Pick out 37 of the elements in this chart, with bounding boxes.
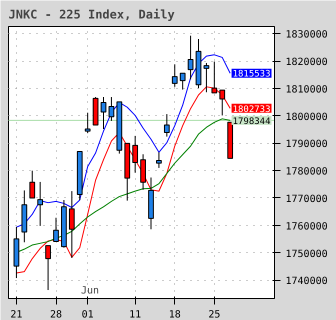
chart-title: JNKC - 225 Index, Daily	[8, 8, 175, 22]
y-tick-label: 1790000	[286, 139, 328, 150]
candlestick	[29, 170, 36, 198]
x-tick-label: 11	[129, 310, 142, 320]
candlestick	[204, 62, 210, 93]
y-tick-label: 1750000	[286, 248, 328, 260]
x-tick-label: 28	[50, 310, 62, 320]
candlestick	[219, 90, 226, 116]
candlestick	[68, 190, 75, 258]
data-label: 1815533	[232, 70, 271, 80]
candlestick	[140, 154, 146, 190]
y-tick-label: 1770000	[286, 194, 328, 205]
y-tick-label: 1740000	[286, 276, 328, 288]
y-tick-label: 1760000	[286, 221, 328, 232]
candlestick	[188, 35, 194, 80]
candlestick	[132, 135, 138, 174]
x-tick-label: 18	[168, 310, 181, 320]
y-tick-label: 1810000	[286, 84, 328, 96]
candlestick	[164, 114, 170, 138]
x-tick-label: 01	[82, 310, 94, 320]
candlestick	[100, 96, 106, 130]
candlestick	[53, 217, 59, 242]
annotation: Jun	[80, 286, 100, 296]
y-tick-label: 1800000	[286, 112, 328, 123]
candlestick	[37, 181, 44, 226]
x-tick-label: 21	[10, 310, 22, 320]
y-tick-label: 1830000	[286, 30, 328, 41]
data-label: 1802733	[232, 104, 271, 115]
data-label: 1798344	[232, 116, 271, 127]
candlestick	[108, 96, 114, 122]
candlestick	[84, 112, 91, 134]
candlestick	[172, 64, 178, 88]
y-tick-label: 1820000	[286, 57, 328, 68]
candlestick	[180, 72, 186, 90]
candlestick	[156, 152, 162, 168]
y-tick-label: 1780000	[286, 166, 328, 178]
x-tick-label: 25	[208, 310, 220, 320]
